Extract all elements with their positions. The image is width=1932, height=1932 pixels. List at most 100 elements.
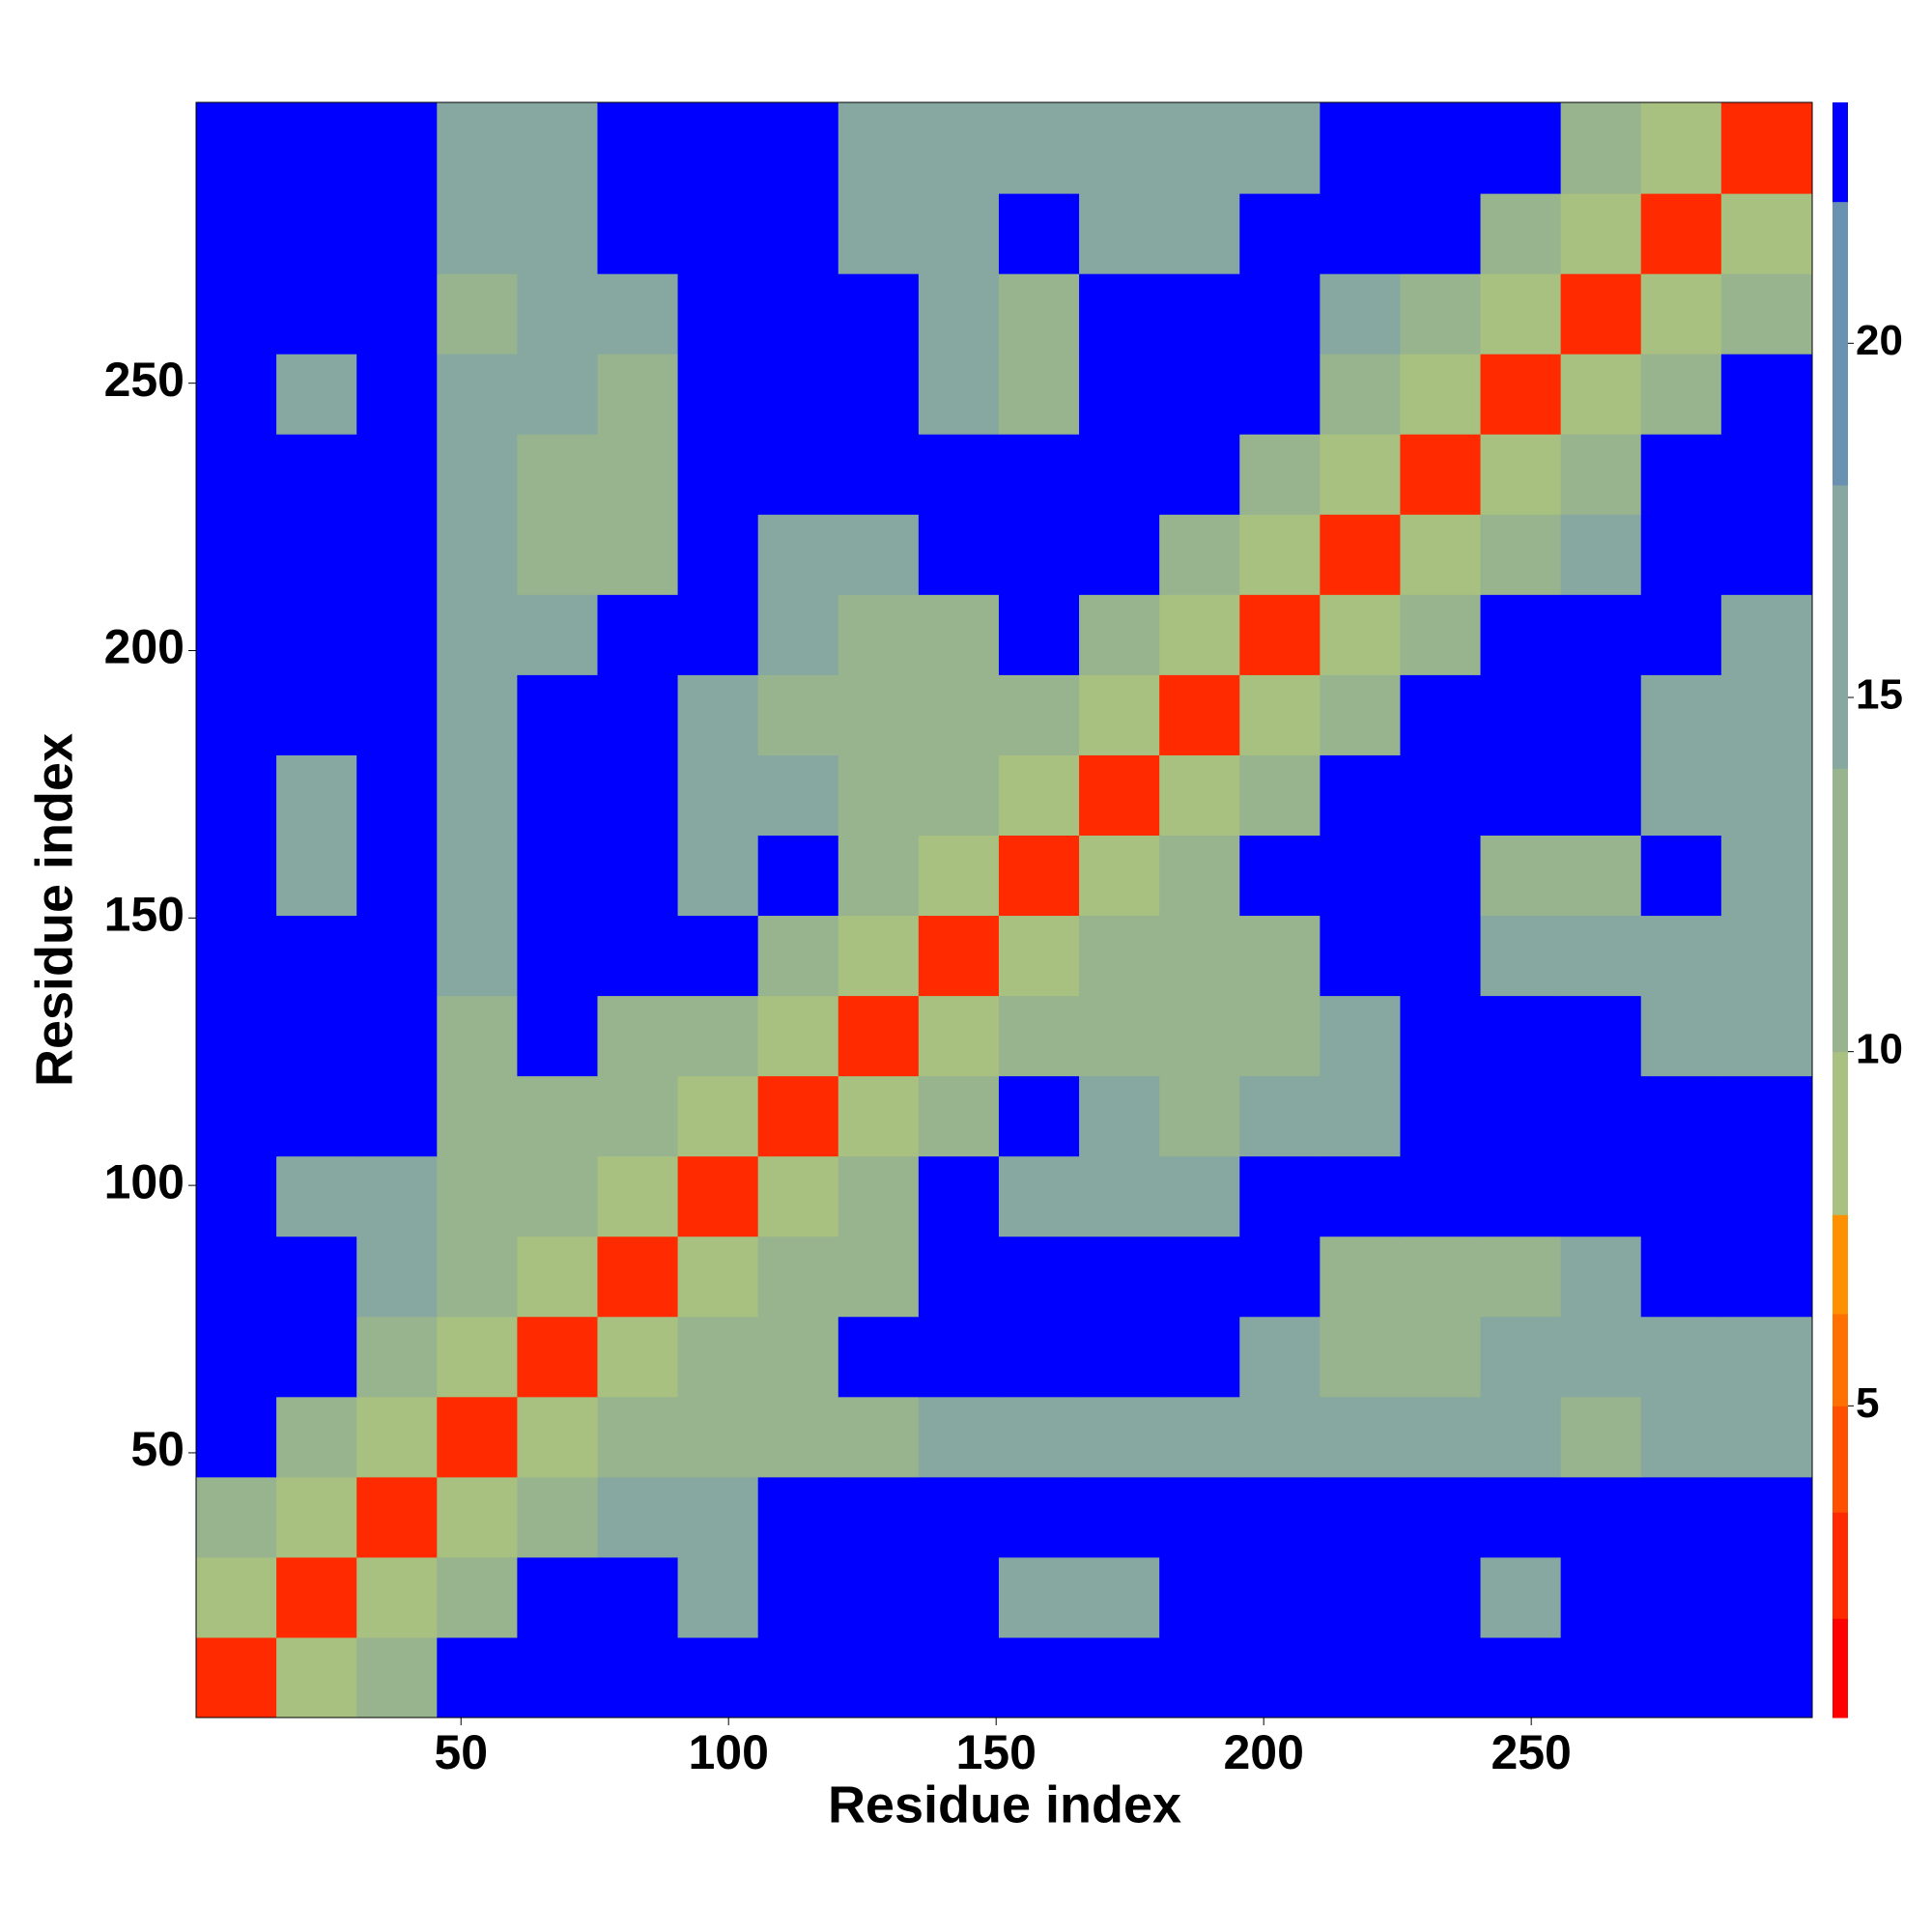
- heatmap-cell: [517, 434, 598, 515]
- colorbar-segment: [1833, 1618, 1848, 1719]
- heatmap-cell: [1159, 434, 1240, 515]
- heatmap-cell: [276, 1556, 357, 1638]
- heatmap-cell: [757, 754, 839, 836]
- heatmap-cell: [677, 273, 759, 355]
- heatmap-cell: [517, 514, 598, 595]
- heatmap-cell: [276, 434, 357, 515]
- heatmap-cell: [1560, 354, 1642, 435]
- heatmap-cell: [1079, 102, 1160, 194]
- heatmap-cell: [998, 1316, 1080, 1398]
- heatmap-cell: [1239, 1075, 1321, 1157]
- heatmap-cell: [1320, 1476, 1401, 1558]
- heatmap-cell: [838, 1155, 920, 1237]
- colorbar-segment: [1833, 1406, 1848, 1513]
- heatmap-cell: [1720, 995, 1813, 1077]
- heatmap-cell: [196, 995, 277, 1077]
- heatmap-cell: [597, 514, 679, 595]
- heatmap-cell: [1400, 1476, 1482, 1558]
- heatmap-cell: [757, 1155, 839, 1237]
- heatmap-cell: [1320, 1236, 1401, 1318]
- heatmap-cell: [1480, 514, 1562, 595]
- heatmap-cell: [1720, 102, 1813, 194]
- heatmap-cell: [1400, 1316, 1482, 1398]
- colorbar-segment: [1833, 1051, 1848, 1215]
- heatmap-cell: [1480, 1636, 1562, 1719]
- heatmap-cell: [437, 674, 518, 755]
- heatmap-cell: [437, 835, 518, 917]
- heatmap-cell: [276, 1075, 357, 1157]
- heatmap-cell: [196, 1155, 277, 1237]
- x-tick-label: 200: [1223, 1725, 1303, 1779]
- heatmap-cell: [597, 1636, 679, 1719]
- heatmap-cell: [517, 1396, 598, 1478]
- heatmap-cell: [757, 594, 839, 675]
- heatmap-cell: [196, 1476, 277, 1558]
- heatmap-cell: [517, 102, 598, 194]
- heatmap-cell: [1560, 102, 1642, 194]
- heatmap-cell: [1400, 102, 1482, 194]
- heatmap-cell: [276, 1236, 357, 1318]
- heatmap-cell: [677, 594, 759, 675]
- heatmap-cell: [838, 273, 920, 355]
- heatmap-cell: [998, 754, 1080, 836]
- heatmap-cell: [1560, 1075, 1642, 1157]
- heatmap-cell: [196, 754, 277, 836]
- heatmap-cell: [276, 193, 357, 274]
- heatmap-cell: [1720, 193, 1813, 274]
- heatmap-cell: [1079, 594, 1160, 675]
- heatmap-cell: [1480, 1155, 1562, 1237]
- heatmap-cell: [1640, 594, 1722, 675]
- heatmap-cell: [838, 1316, 920, 1398]
- heatmap-cell: [1159, 835, 1240, 917]
- heatmap-cell: [1159, 1476, 1240, 1558]
- heatmap-cell: [1480, 1316, 1562, 1398]
- heatmap-cell: [356, 1476, 438, 1558]
- colorbar-segment: [1833, 768, 1848, 1053]
- heatmap-cell: [196, 102, 277, 194]
- heatmap-cell: [276, 1636, 357, 1719]
- heatmap-cell: [597, 273, 679, 355]
- colorbar-segment: [1833, 1314, 1848, 1406]
- heatmap-cell: [1640, 995, 1722, 1077]
- x-tick-label: 250: [1491, 1725, 1571, 1779]
- heatmap-cell: [1720, 1556, 1813, 1638]
- heatmap-cell: [517, 1316, 598, 1398]
- heatmap-cell: [1239, 915, 1321, 997]
- colorbar-segment: [1833, 1214, 1848, 1315]
- heatmap-cell: [1320, 835, 1401, 917]
- heatmap-cell: [1480, 995, 1562, 1077]
- heatmap-cell: [757, 193, 839, 274]
- heatmap-cell: [356, 1636, 438, 1719]
- heatmap-cell: [757, 995, 839, 1077]
- heatmap-cell: [998, 102, 1080, 194]
- heatmap-cell: [1400, 514, 1482, 595]
- y-tick-label: 200: [104, 620, 185, 674]
- heatmap-cell: [1400, 754, 1482, 836]
- heatmap-cell: [276, 354, 357, 435]
- heatmap-cell: [677, 1075, 759, 1157]
- heatmap-cell: [356, 354, 438, 435]
- heatmap-cell: [517, 674, 598, 755]
- heatmap-cell: [1560, 1236, 1642, 1318]
- heatmap-cell: [1239, 1556, 1321, 1638]
- y-tick-label: 150: [104, 888, 185, 942]
- colorbar-segment: [1833, 485, 1848, 769]
- heatmap-cell: [1640, 915, 1722, 997]
- heatmap-cell: [918, 674, 1000, 755]
- heatmap-cell: [1720, 434, 1813, 515]
- heatmap-cell: [1159, 354, 1240, 435]
- heatmap-cell: [1239, 835, 1321, 917]
- heatmap-cell: [437, 354, 518, 435]
- heatmap-cell: [677, 193, 759, 274]
- heatmap-cell: [838, 434, 920, 515]
- heatmap-cell: [1159, 1075, 1240, 1157]
- heatmap-cell: [1640, 354, 1722, 435]
- heatmap-cell: [998, 915, 1080, 997]
- heatmap-cell: [1720, 835, 1813, 917]
- heatmap-cell: [677, 1636, 759, 1719]
- heatmap-cell: [1159, 674, 1240, 755]
- heatmap-cell: [276, 995, 357, 1077]
- heatmap-cell: [1159, 594, 1240, 675]
- heatmap-cell: [998, 674, 1080, 755]
- heatmap-cell: [356, 1316, 438, 1398]
